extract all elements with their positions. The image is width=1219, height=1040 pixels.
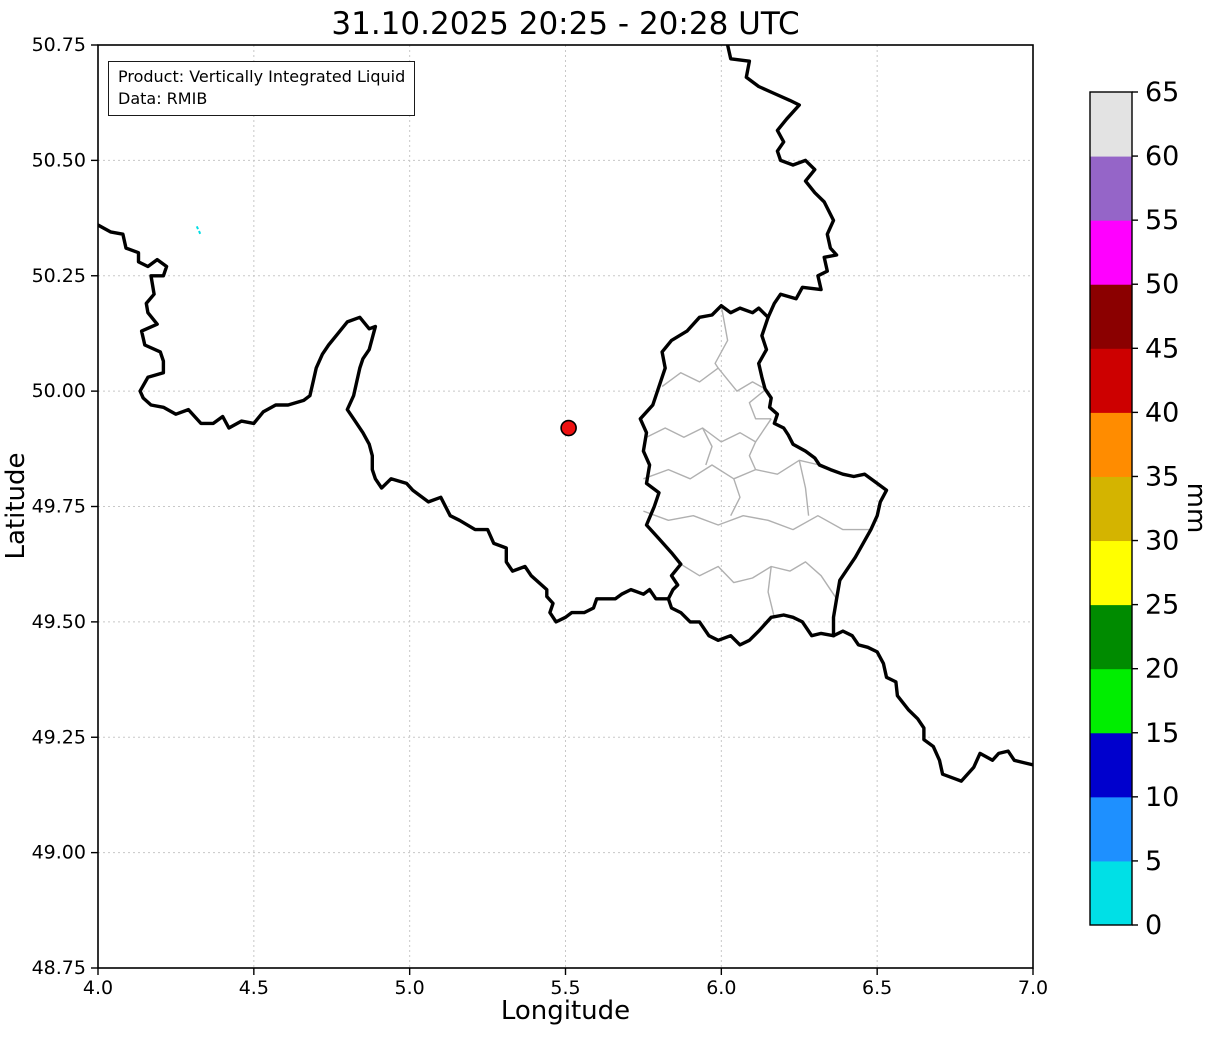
region-border bbox=[798, 460, 810, 516]
radar-echo-cell bbox=[198, 230, 202, 235]
region-border bbox=[748, 441, 757, 470]
x-tick-label: 4.5 bbox=[239, 977, 269, 999]
colorbar: 0 5 10 15 20 25 30 35 40 45 50 55 60 65 bbox=[1089, 77, 1179, 941]
luxembourg-outline bbox=[638, 304, 889, 647]
colorbar-band bbox=[1090, 412, 1132, 477]
y-axis-ticks: 48.75 49.00 49.25 49.50 49.75 50.00 50.25 50.50… bbox=[32, 34, 98, 979]
x-axis-ticks: 4.0 4.5 5.0 5.5 6.0 6.5 7.0 bbox=[83, 968, 1048, 999]
france-germany-border bbox=[831, 629, 1033, 783]
y-tick-label: 49.25 bbox=[32, 726, 86, 748]
colorbar-tick-label: 0 bbox=[1145, 910, 1162, 941]
region-border bbox=[643, 510, 871, 531]
colorbar-tick-label: 5 bbox=[1145, 846, 1162, 877]
y-tick-label: 50.75 bbox=[32, 34, 86, 56]
map-layer bbox=[98, 45, 1033, 783]
radar-echo-cell bbox=[195, 225, 199, 230]
colorbar-band bbox=[1090, 732, 1132, 798]
colorbar-tick-label: 45 bbox=[1145, 333, 1179, 364]
region-border bbox=[714, 305, 729, 369]
france-belgium-border bbox=[98, 223, 671, 624]
colorbar-unit-label: mm bbox=[1181, 483, 1211, 534]
y-tick-label: 49.00 bbox=[32, 842, 86, 864]
x-axis-label: Longitude bbox=[500, 996, 631, 1026]
colorbar-band bbox=[1090, 476, 1132, 542]
figure-title: 31.10.2025 20:25 - 20:28 UTC bbox=[331, 6, 800, 42]
colorbar-band bbox=[1090, 796, 1132, 862]
product-info-box: Product: Vertically Integrated Liquid Da… bbox=[108, 61, 416, 117]
colorbar-tick-label: 25 bbox=[1145, 590, 1179, 621]
colorbar-tick-label: 15 bbox=[1145, 718, 1179, 749]
colorbar-outline bbox=[1089, 91, 1133, 926]
colorbar-tick-label: 10 bbox=[1145, 782, 1179, 813]
x-tick-label: 7.0 bbox=[1018, 977, 1048, 999]
x-tick-label: 6.0 bbox=[706, 977, 736, 999]
colorbar-band bbox=[1090, 860, 1132, 926]
colorbar-tick-label: 50 bbox=[1145, 269, 1179, 300]
colorbar-tick-label: 60 bbox=[1145, 141, 1179, 172]
colorbar-tick-label: 40 bbox=[1145, 397, 1179, 428]
region-border bbox=[767, 566, 775, 618]
colorbar-band bbox=[1090, 540, 1132, 606]
region-border bbox=[748, 388, 772, 420]
y-tick-label: 50.00 bbox=[32, 380, 86, 402]
colorbar-band bbox=[1090, 604, 1132, 670]
colorbar-tick-label: 30 bbox=[1145, 526, 1179, 557]
region-border bbox=[680, 561, 838, 600]
colorbar-band bbox=[1090, 668, 1132, 734]
colorbar-tick-label: 35 bbox=[1145, 461, 1179, 492]
colorbar-tick-label: 55 bbox=[1145, 205, 1179, 236]
product-info-line1: Product: Vertically Integrated Liquid bbox=[118, 67, 406, 86]
colorbar-band bbox=[1090, 348, 1132, 413]
y-tick-label: 50.50 bbox=[32, 149, 86, 171]
storm-cell-marker bbox=[560, 419, 577, 437]
y-tick-label: 49.75 bbox=[32, 496, 86, 518]
belgium-germany-border bbox=[725, 45, 839, 319]
region-border bbox=[730, 478, 741, 517]
y-tick-label: 50.25 bbox=[32, 265, 86, 287]
y-axis-label: Latitude bbox=[1, 452, 31, 559]
colorbar-band bbox=[1090, 92, 1132, 157]
x-tick-label: 5.0 bbox=[395, 977, 425, 999]
colorbar-band bbox=[1090, 156, 1132, 221]
colorbar-tick-label: 65 bbox=[1145, 77, 1179, 108]
x-tick-label: 6.5 bbox=[862, 977, 892, 999]
product-info-line2: Data: RMIB bbox=[118, 89, 208, 109]
y-tick-label: 49.50 bbox=[32, 611, 86, 633]
y-tick-label: 48.75 bbox=[32, 957, 86, 979]
colorbar-band bbox=[1090, 284, 1132, 349]
region-border bbox=[646, 418, 772, 443]
region-border bbox=[643, 459, 820, 480]
grid-lines bbox=[97, 44, 1034, 969]
x-tick-label: 4.0 bbox=[83, 977, 113, 999]
colorbar-tick-label: 20 bbox=[1145, 654, 1179, 685]
region-border bbox=[661, 367, 766, 392]
x-tick-label: 5.5 bbox=[550, 977, 580, 999]
region-border bbox=[701, 427, 713, 466]
colorbar-band bbox=[1090, 220, 1132, 285]
